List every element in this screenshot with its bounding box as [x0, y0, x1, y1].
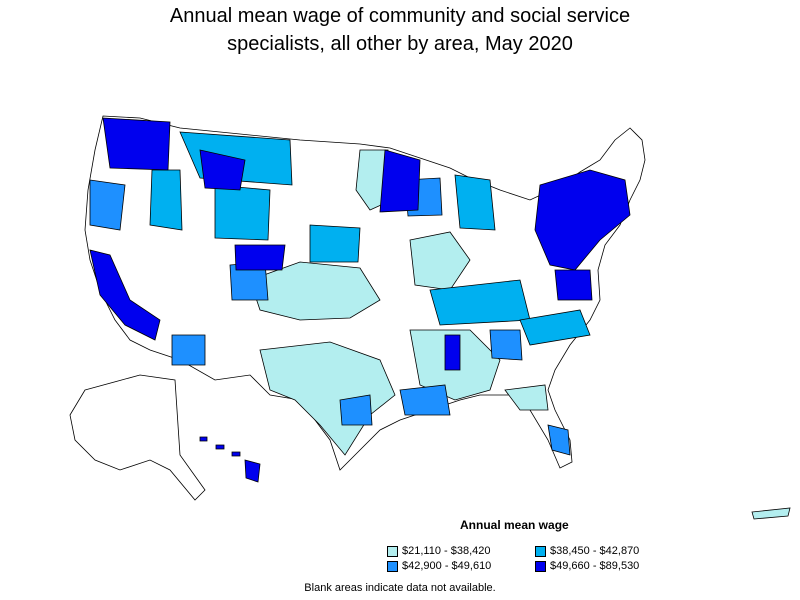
legend-label-2: $38,450 - $42,870	[550, 545, 640, 557]
region-south-florida	[547, 424, 571, 456]
hawaii	[199, 436, 261, 483]
region-montana-west	[199, 149, 246, 191]
legend-label-3: $42,900 - $49,610	[402, 560, 492, 572]
region-dc-va	[554, 269, 593, 301]
region-idaho	[149, 169, 183, 231]
title-line-1: Annual mean wage of community and social…	[169, 5, 631, 27]
legend-item-2: $38,450 - $42,870	[535, 545, 639, 557]
legend-swatch-1	[387, 545, 398, 557]
puerto-rico	[751, 507, 791, 520]
legend-swatch-4	[535, 560, 546, 572]
map-title: Annual mean wage of community and social…	[0, 2, 800, 58]
region-midwest	[409, 231, 471, 291]
region-minnesota	[379, 149, 421, 213]
region-georgia	[489, 329, 523, 361]
legend-swatch-2	[535, 545, 546, 557]
region-florida-north	[504, 384, 549, 411]
region-nc	[519, 309, 591, 346]
region-kansas	[309, 224, 361, 263]
region-plains	[249, 261, 381, 321]
legend-item-1: $21,110 - $38,420	[387, 545, 490, 557]
region-northeast	[534, 169, 631, 271]
alaska	[69, 374, 206, 501]
region-wyoming	[214, 184, 271, 241]
region-california	[89, 249, 161, 341]
region-washington	[102, 117, 171, 171]
legend-item-3: $42,900 - $49,610	[387, 560, 491, 572]
region-louisiana	[399, 384, 451, 416]
legend-item-4: $49,660 - $89,530	[535, 560, 639, 572]
legend-swatch-3	[387, 560, 398, 572]
legend-title: Annual mean wage	[460, 518, 569, 532]
region-arizona	[171, 334, 206, 366]
region-texas-gulf	[339, 394, 373, 426]
title-line-2: specialists, all other by area, May 2020	[227, 33, 573, 55]
legend-label-1: $21,110 - $38,420	[402, 545, 491, 557]
region-colorado-north	[234, 244, 286, 271]
legend-label-4: $49,660 - $89,530	[550, 560, 640, 572]
region-michigan	[454, 174, 496, 231]
data-note: Blank areas indicate data not available.	[304, 582, 496, 594]
region-oregon-coast	[89, 179, 126, 231]
region-mississippi	[444, 334, 461, 371]
region-texas	[259, 341, 396, 456]
